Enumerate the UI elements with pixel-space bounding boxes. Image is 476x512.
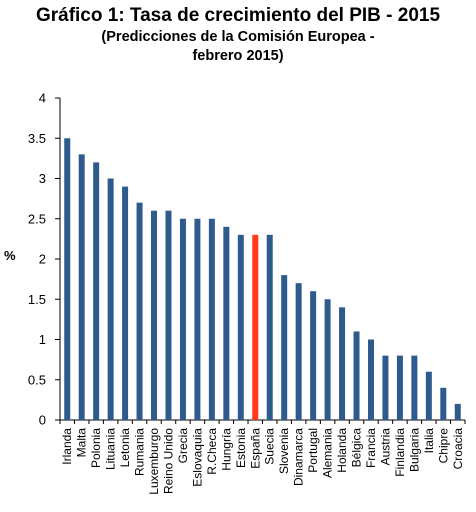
bar [64,138,71,420]
x-tick-label: Grecia [176,428,190,464]
x-tick-label: R.Checa [205,428,219,475]
y-axis-label: % [4,248,16,263]
x-tick-label: Alemania [321,428,335,478]
x-tick-label: Polonia [89,428,103,468]
x-tick-label: Reino Unido [161,428,175,494]
x-tick-label: Holanda [335,428,349,473]
y-tick-label: 0 [39,413,46,428]
chart-subtitle-line2: febrero 2015) [192,48,284,64]
bar [194,218,201,420]
y-tick-label: 0.5 [28,372,46,387]
bar [151,210,158,420]
x-tick-label: Suecia [263,428,277,465]
bar [136,202,143,420]
bar [208,218,215,420]
bar [295,283,302,420]
y-tick-label: 2 [39,252,46,267]
bar [281,275,288,420]
bar [382,355,389,420]
x-tick-label: España [248,428,262,469]
bar [324,299,331,420]
bar [411,355,418,420]
x-tick-label: Austria [378,428,392,466]
x-tick-label: Letonia [118,428,132,468]
bar [107,178,114,420]
x-tick-label: Hungría [219,428,233,471]
bar [310,291,317,420]
bar [179,218,186,420]
x-tick-label: Rumania [133,428,147,476]
bar [78,154,85,420]
bar [396,355,403,420]
bar [440,387,447,420]
x-tick-label: Irlanda [60,428,74,465]
bar [237,234,244,420]
bar [425,371,432,420]
x-tick-label: Italia [422,428,436,454]
x-tick-label: Dinamarca [292,428,306,486]
x-tick-label: Portugal [306,428,320,473]
bar [93,162,100,420]
x-tick-label: Lituania [104,428,118,470]
y-tick-label: 3.5 [28,131,46,146]
x-tick-label: Francia [364,428,378,468]
y-tick-label: 1.5 [28,292,46,307]
bar [266,234,273,420]
x-tick-label: Croacia [451,428,465,470]
y-tick-label: 3 [39,171,46,186]
bar [339,307,346,420]
x-tick-label: Finlandia [393,428,407,477]
bar [223,226,230,420]
x-tick-label: Slovenia [277,428,291,474]
chart-title-block: Gráfico 1: Tasa de crecimiento del PIB -… [0,4,476,66]
x-tick-label: Chipre [436,428,450,464]
bar [353,331,360,420]
y-tick-label: 1 [39,332,46,347]
x-tick-label: Eslovaquia [190,428,204,487]
bar [252,234,259,420]
x-tick-label: Luxemburgo [147,428,161,495]
x-tick-label: Malta [75,428,89,458]
x-tick-label: Estonia [234,428,248,468]
x-tick-label: Bulgaria [407,428,421,472]
x-tick-label: Bélgica [350,428,364,468]
bar [454,403,461,420]
y-tick-label: 4 [39,91,46,106]
bar [122,186,129,420]
chart-subtitle-line1: (Predicciones de la Comisión Europea - [101,29,375,45]
chart-title: Gráfico 1: Tasa de crecimiento del PIB -… [35,5,441,26]
bar [165,210,172,420]
bar [367,339,374,420]
y-tick-label: 2.5 [28,211,46,226]
